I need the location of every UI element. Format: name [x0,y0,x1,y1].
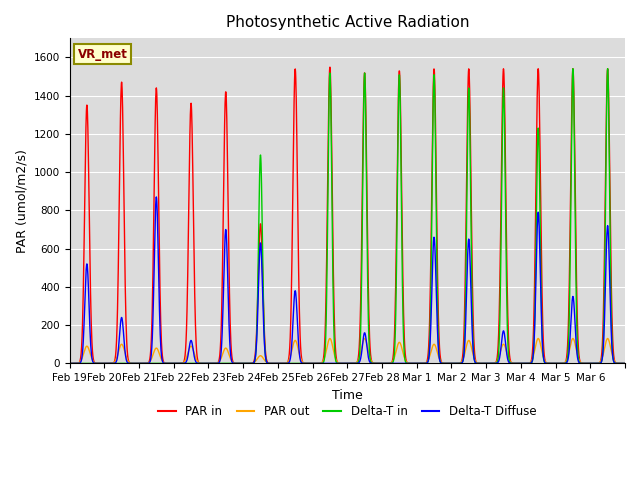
Delta-T in [621,360,629,366]
Delta-T in [241,360,249,366]
Delta-T Diffuse [614,360,621,366]
Delta-T in [121,360,129,366]
Delta-T Diffuse [515,360,523,366]
PAR out [241,360,249,366]
PAR in [121,270,129,276]
Legend: PAR in, PAR out, Delta-T in, Delta-T Diffuse: PAR in, PAR out, Delta-T in, Delta-T Dif… [154,400,541,422]
Y-axis label: PAR (umol/m2/s): PAR (umol/m2/s) [15,149,28,252]
PAR out [515,360,522,366]
PAR out [121,350,129,356]
PAR in [546,360,554,366]
PAR in [66,360,74,366]
Delta-T in [604,66,611,72]
X-axis label: Time: Time [332,389,363,402]
PAR out [614,360,621,366]
Line: Delta-T in: Delta-T in [70,69,625,363]
PAR in [515,360,522,366]
PAR out [66,360,74,366]
Title: Photosynthetic Active Radiation: Photosynthetic Active Radiation [225,15,469,30]
PAR in [241,360,249,366]
Delta-T in [614,360,621,366]
Line: PAR in: PAR in [70,67,625,363]
PAR out [381,360,388,366]
Delta-T Diffuse [66,360,74,366]
Line: Delta-T Diffuse: Delta-T Diffuse [70,197,625,363]
PAR out [621,360,629,366]
Text: VR_met: VR_met [78,48,128,61]
PAR in [614,360,621,366]
Delta-T Diffuse [121,348,129,354]
PAR in [326,64,334,70]
Delta-T in [381,360,388,366]
PAR out [546,360,554,366]
PAR in [381,360,388,366]
Delta-T Diffuse [381,360,389,366]
Delta-T in [66,360,74,366]
Delta-T in [515,360,522,366]
Delta-T in [546,360,554,366]
Delta-T Diffuse [326,360,334,366]
Delta-T Diffuse [621,360,629,366]
PAR in [621,360,629,366]
Delta-T Diffuse [152,194,160,200]
PAR out [604,336,611,341]
Line: PAR out: PAR out [70,338,625,363]
Delta-T Diffuse [241,360,249,366]
Delta-T Diffuse [547,360,554,366]
